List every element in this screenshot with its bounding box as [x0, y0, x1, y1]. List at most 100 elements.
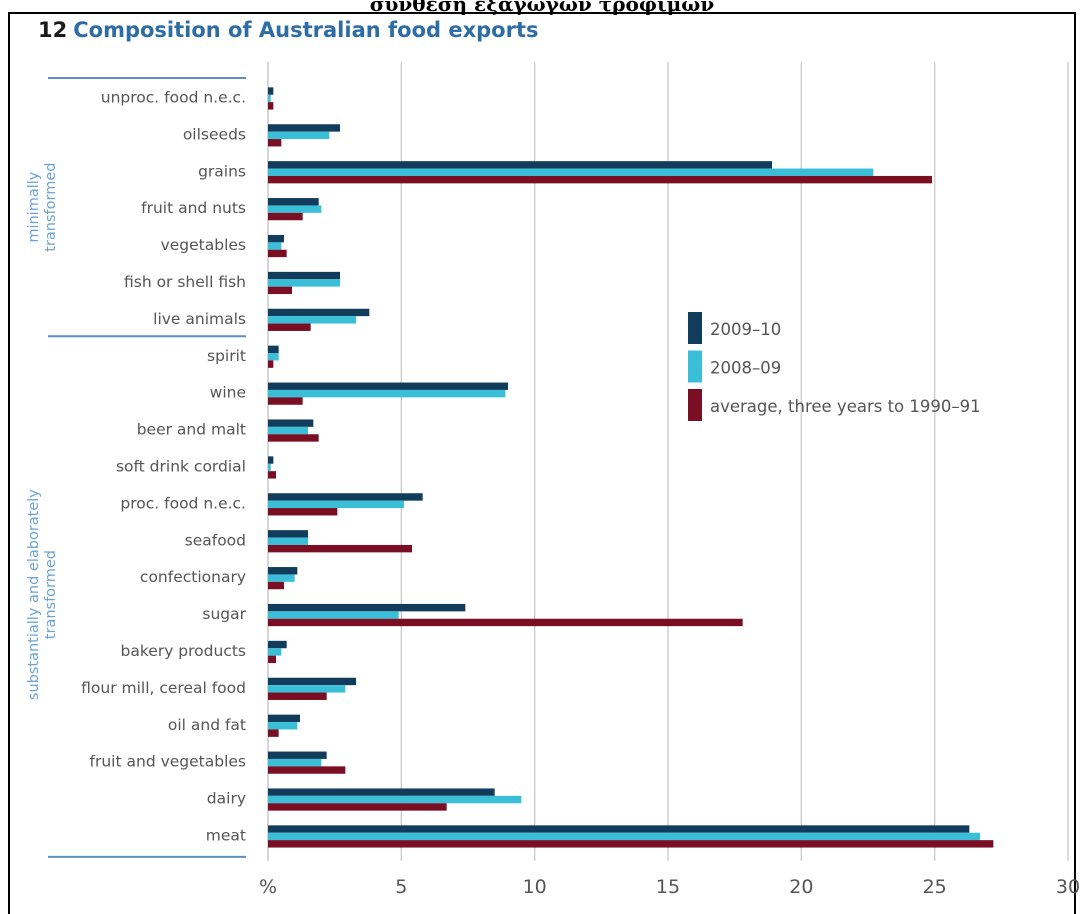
bar [268, 795, 522, 804]
category-label: fish or shell fish [124, 273, 246, 291]
bar [268, 139, 282, 147]
bar [268, 463, 271, 472]
category-label: soft drink cordial [116, 457, 246, 475]
bar [268, 249, 287, 258]
category-label: beer and malt [137, 421, 246, 439]
bar [268, 500, 404, 509]
group-label: transformed [43, 550, 59, 639]
legend-swatch [688, 312, 702, 344]
bar [268, 766, 346, 774]
category-labels: unproc. food n.e.c. oilseeds grains fruit a… [81, 88, 247, 844]
bar [268, 574, 295, 582]
bar [268, 751, 327, 759]
group-label: substantially and elaborately [26, 489, 42, 700]
bar [268, 581, 284, 590]
bar [268, 175, 932, 184]
bar [268, 618, 743, 627]
bar [268, 640, 287, 649]
category-label: sugar [202, 605, 246, 623]
bar [268, 286, 292, 295]
x-axis-ticks: % 5 10 15 20 25 30 [259, 876, 1080, 898]
legend-label: 2009–10 [710, 320, 781, 339]
category-label: proc. food n.e.c. [120, 494, 246, 512]
bar [268, 308, 370, 317]
bar [268, 692, 327, 700]
bar [268, 567, 298, 575]
x-tick-label: 5 [395, 876, 407, 898]
figure-frame [8, 12, 1076, 914]
bar [268, 323, 311, 331]
bar [268, 677, 356, 686]
x-tick-label: 10 [523, 876, 547, 898]
chart-title: 12 Composition of Australian food exports [38, 18, 539, 42]
bar [268, 397, 303, 405]
bar [268, 271, 340, 280]
legend-label: 2008–09 [710, 359, 781, 378]
bars [268, 87, 994, 848]
legend-swatch [688, 389, 702, 421]
bar [268, 714, 300, 723]
bar [268, 389, 506, 398]
bar [268, 102, 274, 110]
bar [268, 603, 466, 612]
bar [268, 685, 346, 693]
legend: 2009–10 2008–09 average, three years to 19… [688, 312, 981, 421]
bar [268, 611, 399, 619]
bar [268, 242, 282, 250]
category-label: meat [206, 826, 246, 844]
bar [268, 471, 276, 479]
bar [268, 758, 322, 767]
bar [268, 426, 308, 435]
category-label: flour mill, cereal food [81, 679, 246, 697]
bar [268, 419, 314, 427]
x-tick-label: 30 [1056, 876, 1080, 898]
bar [268, 544, 412, 553]
bar [268, 537, 308, 545]
bar [268, 87, 274, 95]
category-label: fruit and vegetables [90, 753, 246, 771]
bar [268, 493, 423, 501]
category-label: wine [210, 384, 246, 402]
bar [268, 788, 495, 796]
category-label: live animals [153, 310, 246, 328]
bar [268, 212, 303, 221]
bar [268, 198, 319, 206]
bar [268, 729, 279, 737]
category-label: oilseeds [183, 125, 246, 143]
bar [268, 655, 276, 664]
bar [268, 825, 970, 833]
bar [268, 234, 284, 243]
chart-title-text: Composition of Australian food exports [73, 18, 539, 42]
category-label: seafood [185, 531, 246, 549]
bar [268, 124, 340, 132]
bar [268, 840, 994, 848]
bar [268, 434, 319, 442]
bar [268, 353, 279, 361]
x-tick-label: 25 [923, 876, 947, 898]
category-label: bakery products [121, 642, 246, 660]
group-label: transformed [43, 163, 59, 252]
legend-swatch [688, 350, 702, 383]
legend-label: average, three years to 1990–91 [710, 397, 981, 416]
bar [268, 161, 772, 169]
category-label: grains [198, 162, 246, 180]
bar [268, 456, 274, 464]
bar [268, 382, 508, 390]
category-label: unproc. food n.e.c. [101, 88, 246, 106]
bar [268, 530, 308, 538]
bar [268, 316, 356, 324]
bar [268, 345, 279, 354]
bar [268, 205, 322, 213]
bar [268, 94, 271, 103]
bar [268, 168, 874, 176]
bar [268, 722, 298, 730]
bar [268, 131, 330, 140]
bar [268, 508, 338, 516]
bar [268, 648, 282, 656]
x-tick-label: 20 [789, 876, 813, 898]
category-label: dairy [207, 790, 246, 808]
x-tick-label: % [259, 876, 277, 898]
category-label: fruit and nuts [141, 199, 246, 217]
